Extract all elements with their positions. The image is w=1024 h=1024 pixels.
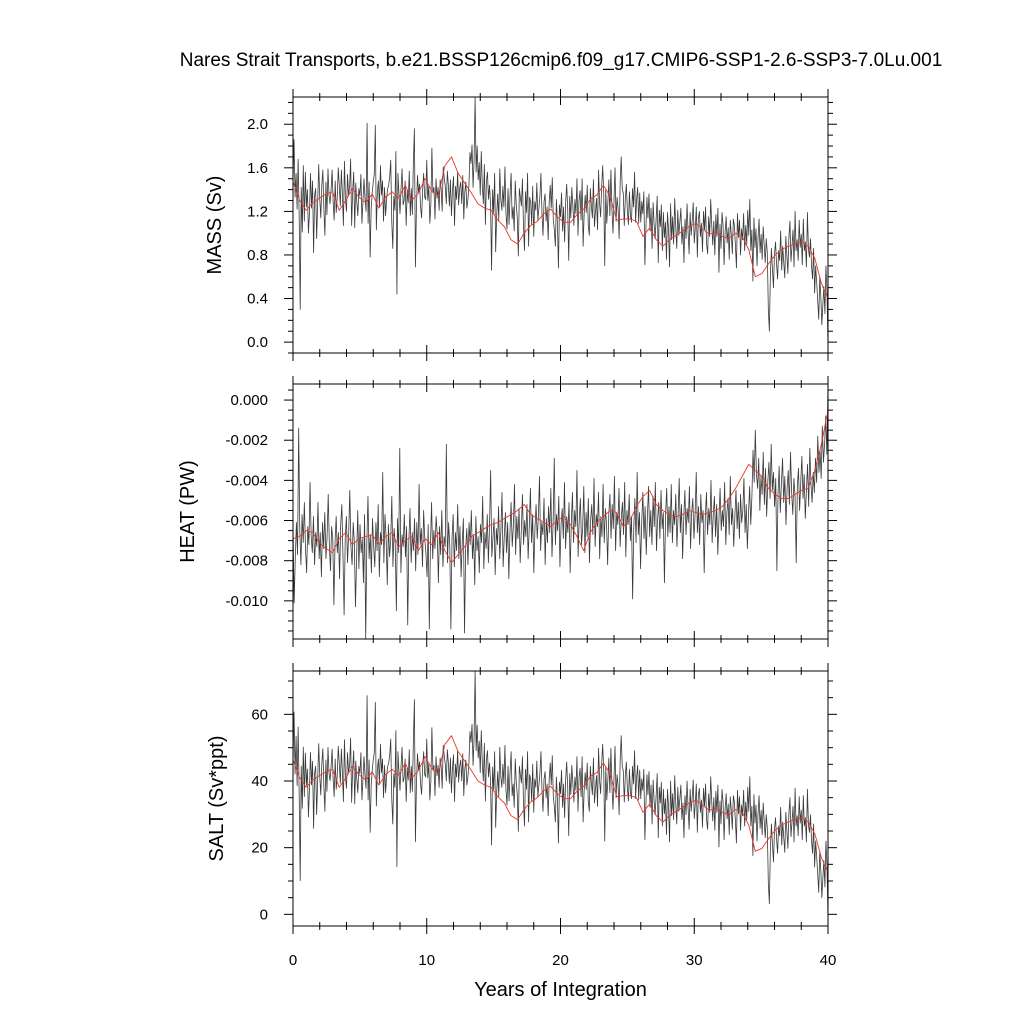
x-tick-label: 30 [686, 952, 703, 969]
mass-y-tick-label: 0.8 [247, 247, 268, 264]
mass-y-tick-label: 0.0 [247, 334, 268, 351]
salt-annual-smoothed-line [293, 735, 828, 873]
heat-y-tick-label: -0.006 [225, 513, 268, 530]
heat-y-tick-label: -0.008 [225, 553, 268, 570]
heat-annual-smoothed-line [293, 410, 828, 564]
x-tick-label: 0 [289, 952, 297, 969]
x-tick-label: 20 [552, 952, 569, 969]
heat-y-tick-label: -0.010 [225, 593, 268, 610]
mass-y-tick-label: 1.6 [247, 160, 268, 177]
chart-title: Nares Strait Transports, b.e21.BSSP126cm… [180, 50, 943, 71]
x-tick-label: 40 [820, 952, 837, 969]
mass-annual-smoothed-line [293, 156, 828, 299]
mass-y-tick-label: 1.2 [247, 203, 268, 220]
heat-y-axis-label: HEAT (PW) [177, 460, 199, 563]
salt-y-tick-label: 20 [251, 840, 268, 857]
salt-y-tick-label: 0 [260, 906, 268, 923]
heat-y-tick-label: -0.002 [225, 432, 268, 449]
heat-panel: -0.010 -0.008 -0.006 -0.004 -0.002 0.000 HEAT … [177, 376, 837, 647]
salt-panel: 0 20 40 60 SALT (Sv*ppt) 0 10 20 30 40 Years of In… [206, 663, 837, 1001]
salt-y-tick-label: 60 [251, 706, 268, 723]
x-tick-label: 10 [418, 952, 435, 969]
x-axis-label: Years of Integration [474, 979, 647, 1001]
heat-y-tick-label: 0.000 [230, 392, 268, 409]
heat-plot-frame [292, 383, 829, 640]
mass-panel: 0.0 0.4 0.8 1.2 1.6 2.0 MASS (Sv) [204, 89, 837, 361]
mass-y-tick-label: 0.4 [247, 291, 268, 308]
heat-monthly-line [293, 384, 828, 639]
mass-y-axis-label: MASS (Sv) [204, 176, 226, 275]
salt-monthly-line [293, 671, 828, 920]
mass-monthly-line [293, 97, 828, 348]
heat-y-tick-label: -0.004 [225, 472, 268, 489]
salt-y-tick-label: 40 [251, 773, 268, 790]
mass-y-tick-label: 2.0 [247, 116, 268, 133]
mass-plot-frame [292, 96, 829, 354]
salt-y-axis-label: SALT (Sv*ppt) [206, 736, 228, 862]
